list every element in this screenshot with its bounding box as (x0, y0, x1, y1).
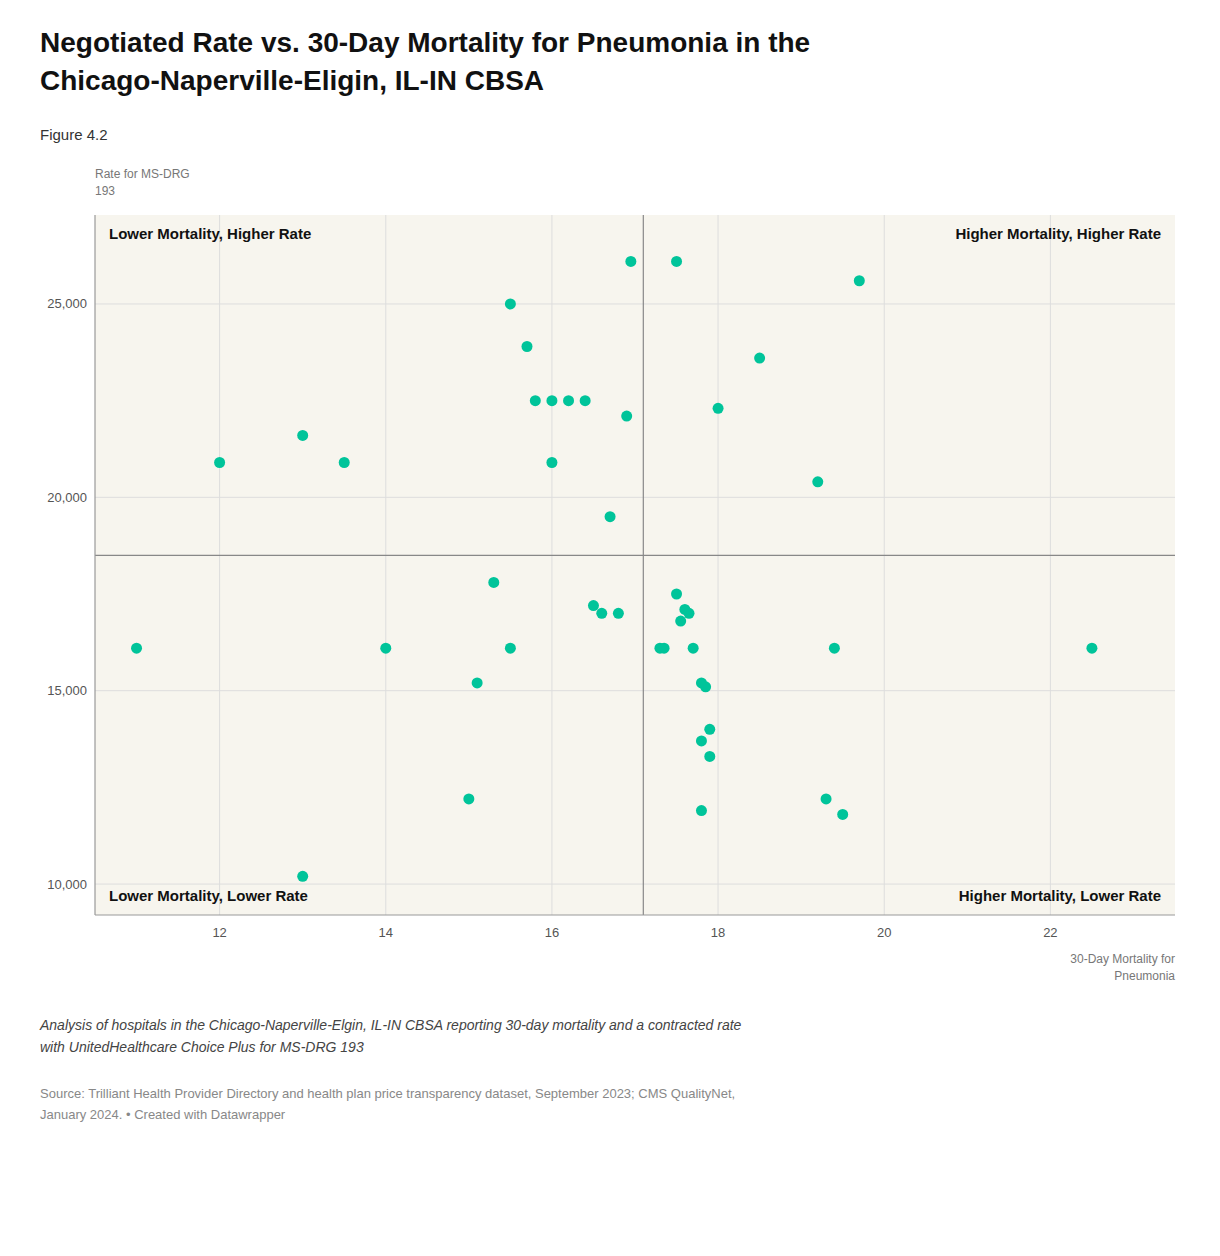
point (580, 395, 591, 406)
point (621, 411, 632, 422)
text-line: with UnitedHealthcare Choice Plus for MS… (40, 1039, 364, 1055)
point (505, 643, 516, 654)
x-tick-label: 20 (877, 925, 891, 940)
quadrant-label: Higher Mortality, Higher Rate (955, 225, 1161, 242)
reference-line-y (95, 555, 1175, 556)
point (688, 643, 699, 654)
point (675, 616, 686, 627)
point (696, 735, 707, 746)
y-grid-line (95, 884, 1175, 885)
point (563, 395, 574, 406)
y-tick-label: 15,000 (47, 683, 87, 698)
caption: Analysis of hospitals in the Chicago-Nap… (39, 1017, 742, 1055)
point (659, 643, 670, 654)
y-axis-label: Rate for MS-DRG 193 (95, 167, 190, 198)
y-axis-line (94, 215, 95, 915)
point (704, 751, 715, 762)
y-tick-label: 20,000 (47, 490, 87, 505)
point (684, 608, 695, 619)
x-tick-label: 22 (1043, 925, 1057, 940)
point (463, 793, 474, 804)
point (488, 577, 499, 588)
quadrant-label: Lower Mortality, Lower Rate (109, 887, 308, 904)
y-grid-line (95, 497, 1175, 498)
subtitle: Figure 4.2 (40, 126, 108, 143)
point (837, 809, 848, 820)
chart: Negotiated Rate vs. 30-Day Mortality for… (0, 0, 1220, 1256)
point (380, 643, 391, 654)
x-grid-line (884, 215, 885, 915)
title: Negotiated Rate vs. 30-Day Mortality for… (40, 27, 810, 96)
point (605, 511, 616, 522)
x-tick-label: 18 (711, 925, 725, 940)
quadrant-label: Higher Mortality, Lower Rate (959, 887, 1161, 904)
point (696, 805, 707, 816)
point (821, 793, 832, 804)
point (704, 724, 715, 735)
point (713, 403, 724, 414)
point (530, 395, 541, 406)
y-grid-line (95, 690, 1175, 691)
point (522, 341, 533, 352)
x-grid-line (551, 215, 552, 915)
point (671, 256, 682, 267)
point (1086, 643, 1097, 654)
point (214, 457, 225, 468)
point (596, 608, 607, 619)
point (625, 256, 636, 267)
grid (95, 215, 1175, 915)
point (812, 476, 823, 487)
plot-background (95, 215, 1175, 915)
text-line: 193 (95, 184, 115, 198)
x-grid-line (1050, 215, 1051, 915)
x-tick-label: 14 (379, 925, 393, 940)
x-tick-label: 16 (545, 925, 559, 940)
quadrant-label: Lower Mortality, Higher Rate (109, 225, 311, 242)
text-line: Negotiated Rate vs. 30-Day Mortality for… (40, 27, 810, 58)
plot-area (95, 215, 1175, 915)
point (472, 677, 483, 688)
text-line: Pneumonia (1114, 969, 1175, 983)
y-tick-label: 10,000 (47, 877, 87, 892)
text-line: Chicago-Naperville-Eligin, IL-IN CBSA (40, 65, 544, 96)
text-line: Rate for MS-DRG (95, 167, 190, 181)
y-tick-label: 25,000 (47, 296, 87, 311)
x-grid-line (219, 215, 220, 915)
text-line: Analysis of hospitals in the Chicago-Nap… (39, 1017, 742, 1033)
point (131, 643, 142, 654)
y-grid-line (95, 303, 1175, 304)
point (613, 608, 624, 619)
point (829, 643, 840, 654)
text-line: Source: Trilliant Health Provider Direct… (40, 1086, 735, 1101)
x-grid-line (385, 215, 386, 915)
x-grid-line (718, 215, 719, 915)
point (297, 430, 308, 441)
x-tick-label: 12 (212, 925, 226, 940)
point (671, 589, 682, 600)
text-line: January 2024. • Created with Datawrapper (40, 1107, 286, 1122)
point (754, 353, 765, 364)
source: Source: Trilliant Health Provider Direct… (40, 1086, 735, 1122)
reference-line-x (643, 215, 644, 915)
point (505, 298, 516, 309)
point (854, 275, 865, 286)
point (700, 681, 711, 692)
text-line: 30-Day Mortality for (1070, 952, 1175, 966)
point (588, 600, 599, 611)
point (546, 457, 557, 468)
point (339, 457, 350, 468)
x-axis-line (95, 914, 1175, 915)
x-axis-label: 30-Day Mortality for Pneumonia (1070, 952, 1175, 983)
point (297, 871, 308, 882)
point (546, 395, 557, 406)
